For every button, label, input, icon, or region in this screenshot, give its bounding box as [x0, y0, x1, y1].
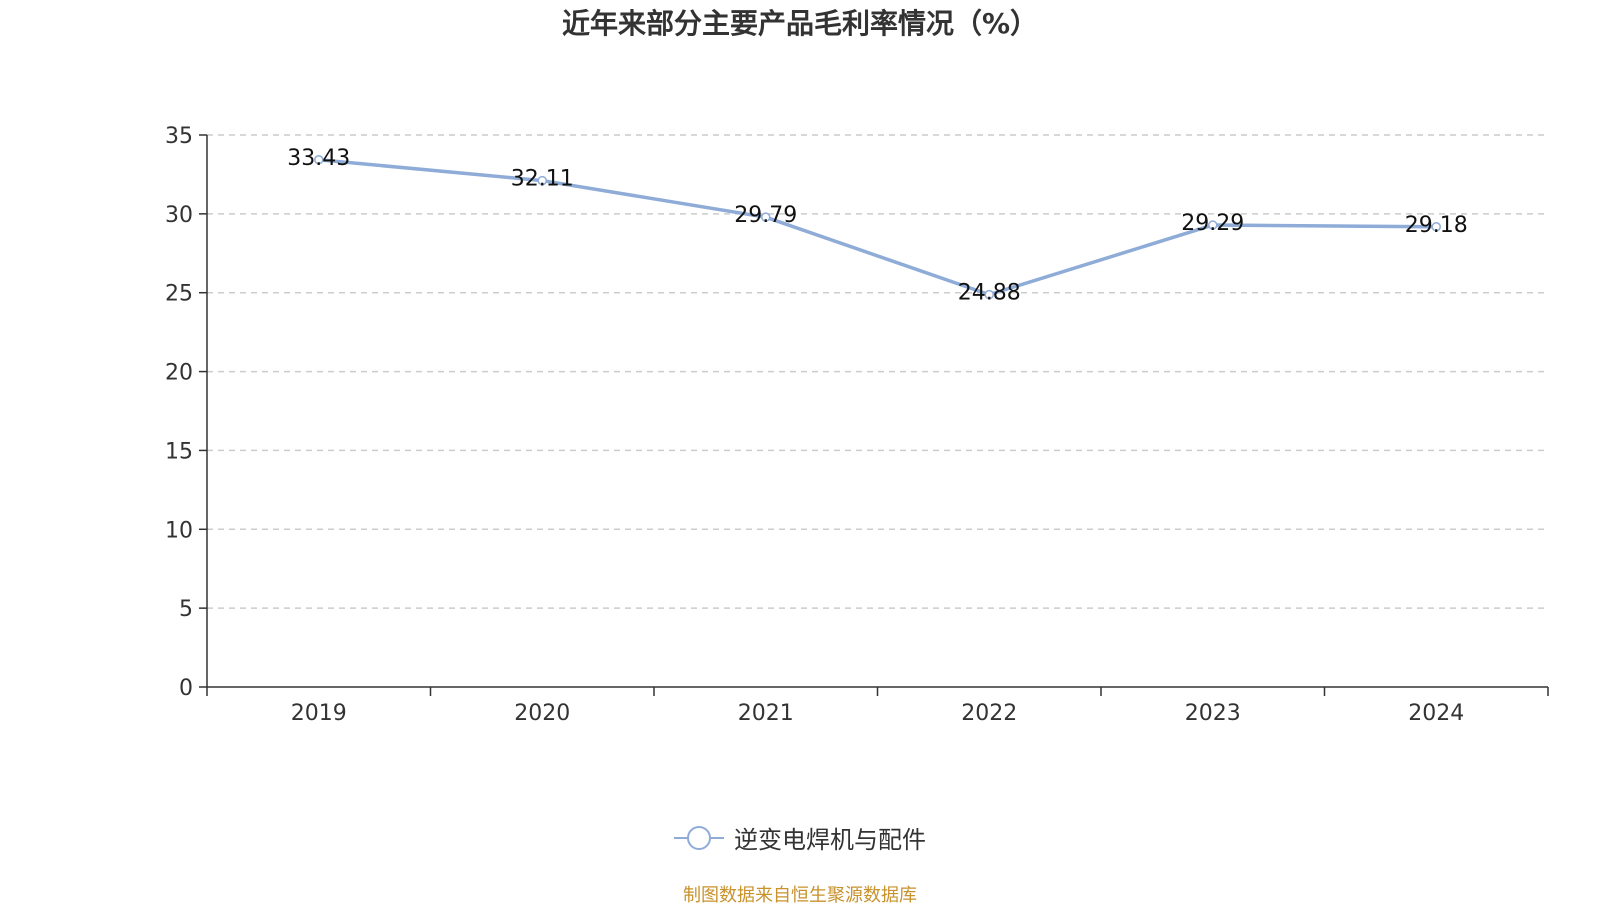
x-tick-label: 2023	[1185, 701, 1241, 726]
y-tick-label: 10	[165, 518, 193, 543]
x-tick-label: 2022	[961, 701, 1017, 726]
data-label: 24.88	[958, 281, 1021, 306]
x-tick-label: 2021	[738, 701, 794, 726]
y-tick-label: 20	[165, 361, 193, 386]
y-tick-label: 15	[165, 439, 193, 464]
data-point	[1431, 222, 1441, 232]
data-label: 29.79	[734, 203, 797, 228]
data-label: 29.29	[1181, 211, 1244, 236]
x-tick-label: 2020	[514, 701, 570, 726]
y-tick-label: 25	[165, 282, 193, 307]
y-tick-label: 5	[179, 597, 193, 622]
y-tick-label: 30	[165, 203, 193, 228]
data-label: 33.43	[287, 146, 350, 171]
data-point	[537, 175, 547, 186]
data-label: 29.18	[1405, 213, 1468, 238]
data-point	[984, 289, 994, 300]
data-point	[314, 155, 324, 165]
series-line	[318, 158, 1437, 297]
chart-title: 近年来部分主要产品毛利率情况（%）	[561, 7, 1039, 40]
y-tick-label: 0	[179, 676, 193, 701]
legend-marker-icon	[674, 825, 724, 850]
x-tick-label: 2024	[1408, 701, 1464, 726]
legend-label: 逆变电焊机与配件	[734, 826, 926, 854]
data-label: 32.11	[511, 167, 574, 192]
data-point	[1208, 220, 1218, 230]
x-tick-label: 2019	[291, 701, 347, 726]
source-note: 制图数据来自恒生聚源数据库	[683, 885, 917, 906]
legend[interactable]: 逆变电焊机与配件	[0, 820, 1600, 855]
y-tick-label: 35	[165, 124, 193, 149]
data-point	[761, 212, 771, 222]
